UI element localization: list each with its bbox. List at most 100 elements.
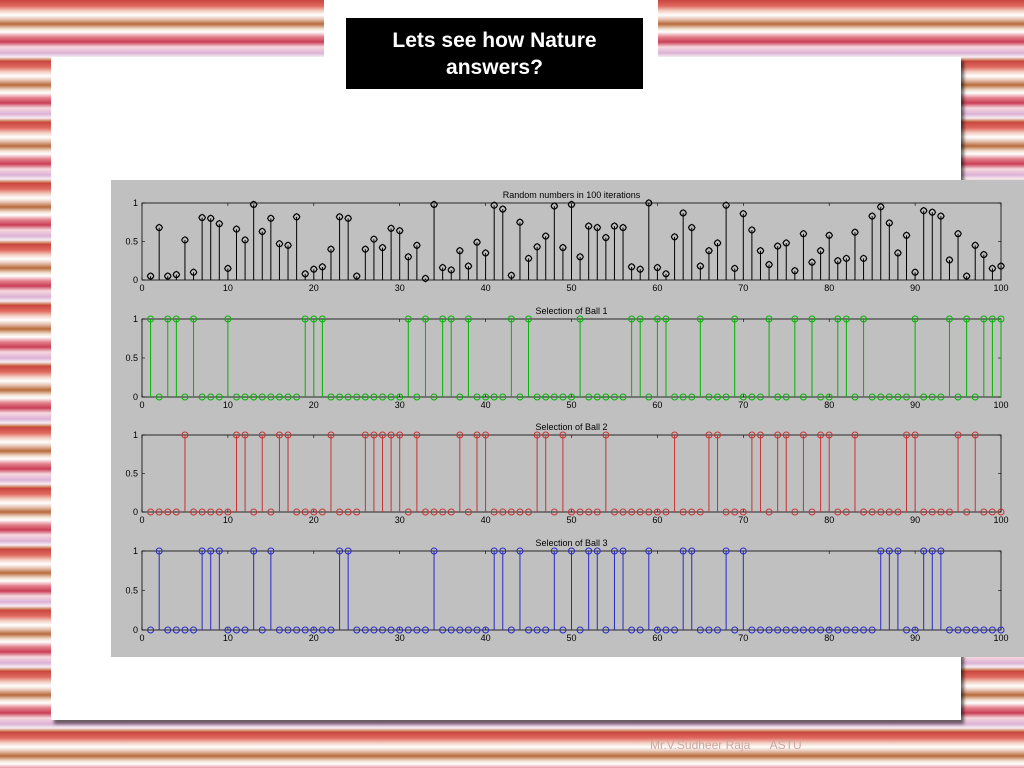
stem-marker: [439, 264, 447, 272]
x-tick-label: 100: [993, 515, 1008, 525]
stem-marker: [507, 626, 515, 634]
stem-marker: [190, 268, 198, 276]
stem-marker: [396, 227, 404, 235]
stem-marker: [224, 626, 232, 634]
stem-marker: [336, 213, 344, 221]
stem-marker: [318, 263, 326, 271]
stem-marker: [963, 315, 971, 323]
stem-marker: [439, 315, 447, 323]
stem-marker: [705, 431, 713, 439]
stem-marker: [756, 247, 764, 255]
x-tick-label: 50: [566, 515, 576, 525]
stem-marker: [525, 508, 533, 516]
stem-marker: [413, 626, 421, 634]
y-tick-label: 1: [133, 430, 138, 440]
stem-marker-diamond: [885, 219, 894, 228]
stem-marker: [825, 393, 833, 401]
stem-marker: [593, 547, 601, 555]
stem-marker: [602, 431, 610, 439]
stem-marker: [344, 508, 352, 516]
stem-marker-diamond: [163, 272, 172, 281]
stem-marker-diamond: [223, 264, 232, 273]
x-tick-label: 20: [309, 283, 319, 293]
stem-marker-diamond: [550, 202, 559, 211]
stem-marker: [688, 508, 696, 516]
stem-marker: [765, 626, 773, 634]
stem-marker-diamond: [567, 200, 576, 209]
stem-marker-diamond: [902, 231, 911, 240]
stem-marker: [808, 626, 816, 634]
x-tick-label: 30: [395, 515, 405, 525]
stem-marker: [482, 626, 490, 634]
stem-marker: [997, 626, 1005, 634]
stem-marker-diamond: [593, 223, 602, 232]
stem-marker: [988, 508, 996, 516]
x-tick-label: 70: [738, 633, 748, 643]
stem-marker: [671, 233, 679, 241]
stem-marker: [988, 264, 996, 272]
y-tick-label: 0: [133, 392, 138, 402]
x-tick-label: 0: [139, 633, 144, 643]
stem-marker: [413, 431, 421, 439]
stem-marker: [404, 253, 412, 261]
stem-marker: [653, 626, 661, 634]
stem-marker: [593, 224, 601, 232]
stem-marker: [739, 508, 747, 516]
stem-marker: [585, 508, 593, 516]
stem-marker: [903, 231, 911, 239]
stem-marker: [997, 315, 1005, 323]
stem-marker: [834, 508, 842, 516]
stem-marker: [980, 315, 988, 323]
chart-title-4: Selection of Ball 3: [535, 538, 607, 548]
stem-marker: [473, 626, 481, 634]
stem-marker: [825, 626, 833, 634]
stem-marker: [232, 393, 240, 401]
stem-marker: [851, 393, 859, 401]
stem-marker-diamond: [936, 212, 945, 221]
stem-marker-diamond: [507, 271, 516, 280]
stem-marker: [868, 508, 876, 516]
stem-marker: [568, 508, 575, 516]
stem-marker: [679, 508, 687, 516]
stem-marker-diamond: [438, 263, 447, 272]
stem-marker: [705, 393, 713, 401]
stem-marker-diamond: [326, 245, 335, 254]
x-tick-label: 20: [309, 400, 319, 410]
stem-marker: [241, 236, 249, 244]
stem-marker: [799, 230, 807, 238]
x-tick-label: 80: [824, 633, 834, 643]
stem-marker: [748, 626, 756, 634]
stem-marker: [284, 626, 292, 634]
stem-marker: [877, 547, 885, 555]
stem-marker-diamond: [653, 263, 662, 272]
stem-marker: [774, 431, 782, 439]
stem-marker: [920, 508, 928, 516]
stem-marker: [645, 199, 653, 207]
stem-marker: [911, 431, 919, 439]
stem-marker: [421, 626, 429, 634]
stem-marker: [808, 258, 816, 266]
stem-marker: [258, 626, 266, 634]
stem-marker-diamond: [318, 262, 327, 271]
stem-marker: [877, 203, 885, 211]
stem-marker: [310, 315, 318, 323]
stem-marker: [937, 212, 945, 220]
stem-marker: [379, 244, 387, 252]
stem-marker: [258, 393, 266, 401]
stem-marker-diamond: [206, 214, 215, 223]
stem-marker: [799, 431, 807, 439]
stem-marker-diamond: [352, 272, 361, 281]
stem-marker: [327, 431, 335, 439]
stem-marker: [705, 626, 713, 634]
stem-marker: [499, 547, 507, 555]
stem-marker-diamond: [430, 200, 439, 209]
stem-marker: [447, 508, 455, 516]
stem-marker-diamond: [619, 223, 628, 232]
stem-marker: [456, 626, 464, 634]
stem-marker: [593, 393, 601, 401]
stem-marker-diamond: [498, 205, 507, 214]
stem-marker: [808, 315, 816, 323]
stem-marker: [782, 431, 790, 439]
stem-marker: [490, 201, 498, 209]
stem-marker: [370, 393, 378, 401]
